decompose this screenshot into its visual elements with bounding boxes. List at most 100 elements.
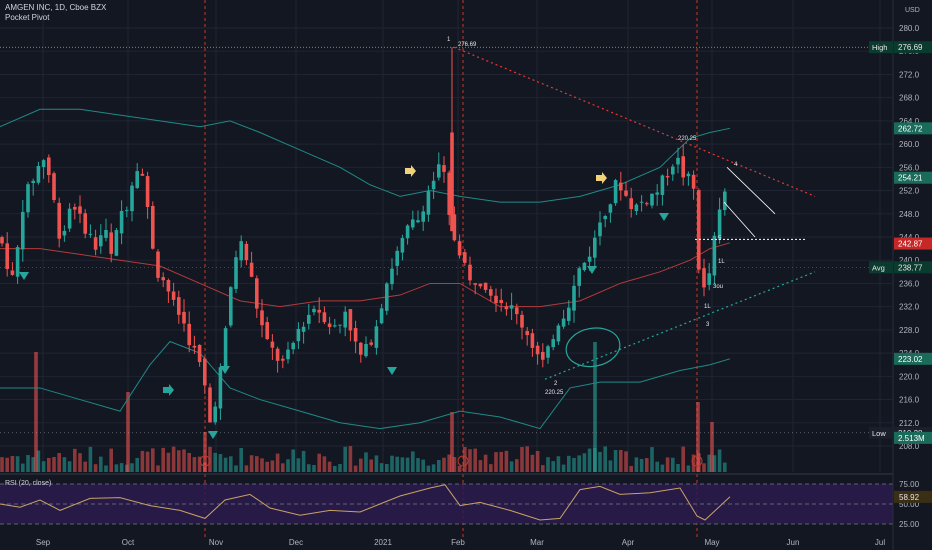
price-tick-label: 228.0 [899, 326, 920, 335]
annotations: 1 276.69 2 220.25 3 4 5 1L 1L 3ou 220.25 [0, 37, 893, 467]
candle [681, 156, 685, 178]
annotation-label: 4 [734, 162, 738, 168]
volume-bar [182, 449, 186, 472]
candle [567, 307, 571, 321]
volume-bar [395, 456, 399, 472]
candle [374, 326, 379, 348]
volume-bar [223, 457, 228, 472]
time-tick-label: Dec [289, 538, 303, 547]
price-label-name: Avg [872, 263, 885, 272]
volume-bar [286, 459, 290, 472]
volume-bar [457, 465, 462, 472]
volume-spike [593, 342, 597, 472]
candle [598, 222, 602, 237]
price-tick-label: 256.0 [899, 163, 920, 172]
volume-bar [177, 450, 181, 472]
volume-bar [494, 452, 498, 472]
candle [192, 345, 197, 348]
candle [67, 208, 72, 229]
earnings-icon [691, 455, 703, 467]
volume-bar [613, 450, 618, 472]
candle [270, 341, 275, 348]
candle [364, 343, 368, 357]
volume-bar [530, 454, 535, 472]
candle [504, 306, 509, 310]
candle [369, 342, 373, 345]
volume-bar [603, 446, 607, 472]
candle [208, 387, 212, 423]
candle [281, 358, 285, 361]
candle [395, 250, 399, 266]
volume-bar [431, 464, 436, 472]
volume-spike [126, 392, 130, 472]
volume-bar [650, 447, 654, 472]
volume-bar [509, 461, 514, 472]
right-arrow-icon [596, 172, 607, 184]
candle [712, 235, 717, 276]
volume-bar [244, 465, 249, 472]
candle [229, 287, 233, 326]
candle [62, 230, 67, 236]
volume-bar [504, 450, 509, 472]
candle [161, 277, 165, 281]
volume-bar [385, 463, 389, 472]
candle [489, 289, 493, 296]
candle [546, 346, 550, 358]
time-tick-label: Apr [622, 538, 635, 547]
candle [104, 230, 108, 238]
candle [702, 268, 706, 288]
volume-bar [47, 457, 51, 472]
volume-bar [551, 461, 555, 472]
candle [639, 201, 644, 203]
volume-spike [696, 402, 700, 472]
candle [450, 132, 454, 232]
candle [515, 307, 519, 315]
candle [494, 295, 498, 304]
volume-bar [686, 465, 691, 472]
candle [608, 204, 613, 213]
candle [99, 235, 103, 247]
price-label-box [894, 41, 932, 54]
candle [572, 285, 576, 311]
price-axis: 280.0276.0272.0268.0264.0260.0256.0252.0… [869, 0, 932, 550]
volume-bar [104, 465, 108, 472]
volume-bar [525, 446, 529, 472]
candle [244, 243, 249, 261]
candle [187, 323, 191, 346]
candle [145, 176, 150, 207]
volume-bar [130, 463, 134, 472]
earnings-icon [457, 455, 469, 467]
volume-bar [166, 452, 171, 472]
symbol-title: AMGEN INC, 1D, Cboe BZX [5, 3, 107, 12]
candle [26, 184, 30, 213]
volume-bar [21, 463, 25, 472]
candle [551, 339, 555, 348]
price-label-value: 276.69 [898, 43, 923, 52]
candle [114, 230, 119, 256]
candle [405, 225, 410, 239]
candle [520, 314, 524, 328]
candle [676, 157, 680, 165]
volume-bar [78, 453, 82, 472]
time-tick-label: May [704, 538, 719, 547]
price-label-value: 238.77 [898, 263, 923, 272]
candle [411, 219, 415, 228]
volume-bar [151, 448, 155, 472]
candle [218, 367, 223, 409]
annotation-label: 1L [704, 304, 711, 310]
volume-bar [192, 457, 197, 472]
volume-bar [31, 457, 35, 472]
volume-bar [582, 453, 587, 472]
volume-spike [450, 412, 454, 472]
candle [509, 305, 514, 309]
price-label-box [894, 261, 932, 274]
candle [156, 251, 160, 278]
price-label-name: High [872, 43, 887, 52]
projection-line [723, 201, 756, 238]
support-trendline [544, 271, 816, 380]
price-label-box [894, 122, 932, 135]
price-tick-label: 212.0 [899, 419, 920, 428]
candle [213, 406, 217, 423]
low-value-label: 220.25 [545, 390, 564, 396]
